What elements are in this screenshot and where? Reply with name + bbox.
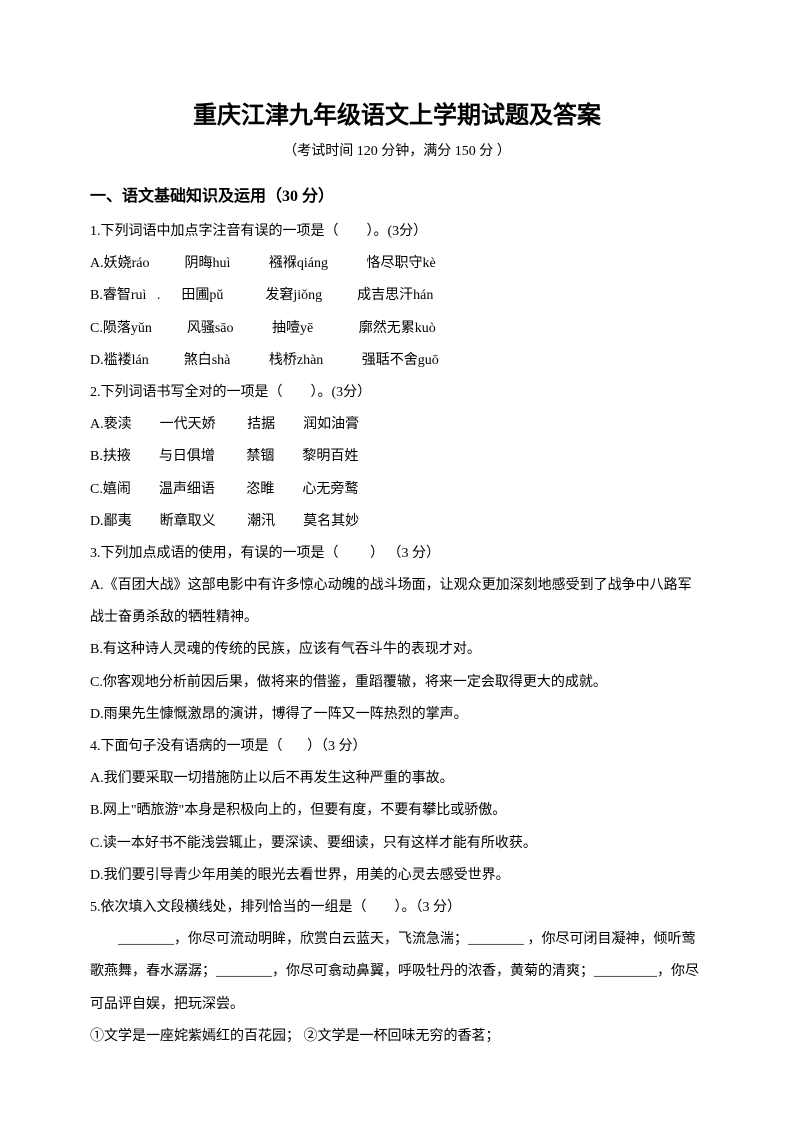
q3-option-d: D.雨果先生慷慨激昂的演讲，博得了一阵又一阵热烈的掌声。 xyxy=(90,699,704,731)
page-subtitle: （考试时间 120 分钟，满分 150 分 ） xyxy=(90,140,704,160)
q4-option-b: B.网上"晒旅游"本身是积极向上的，但要有度，不要有攀比或骄傲。 xyxy=(90,795,704,827)
q3-option-b: B.有这种诗人灵魂的传统的民族，应该有气吞斗牛的表现才对。 xyxy=(90,634,704,666)
section-heading-1: 一、语文基础知识及运用（30 分） xyxy=(90,182,704,206)
q4-option-c: C.读一本好书不能浅尝辄止，要深读、要细读，只有这样才能有所收获。 xyxy=(90,828,704,860)
q2-option-b: B.扶掖 与日俱增 禁锢 黎明百姓 xyxy=(90,441,704,473)
q5-body: ________，你尽可流动明眸，欣赏白云蓝天，飞流急湍；________ ，你… xyxy=(90,924,704,1021)
q2-option-d: D.鄙夷 断章取义 潮汛 莫名其妙 xyxy=(90,506,704,538)
q1-option-a: A.妖娆ráo 阴晦huì 襁褓qiáng 恪尽职守kè xyxy=(90,248,704,280)
q3-option-a: A.《百团大战》这部电影中有许多惊心动魄的战斗场面，让观众更加深刻地感受到了战争… xyxy=(90,570,704,634)
q3-stem: 3.下列加点成语的使用，有误的一项是（ ） （3 分） xyxy=(90,538,704,570)
q4-stem: 4.下面句子没有语病的一项是（ ）（3 分） xyxy=(90,731,704,763)
page-title: 重庆江津九年级语文上学期试题及答案 xyxy=(90,95,704,130)
q2-stem: 2.下列词语书写全对的一项是（ ）。(3分） xyxy=(90,377,704,409)
q5-options: ①文学是一座姹紫嫣红的百花园； ②文学是一杯回味无穷的香茗； xyxy=(90,1021,704,1053)
q2-option-c: C.嬉闹 温声细语 恣睢 心无旁鹜 xyxy=(90,474,704,506)
q3-option-c: C.你客观地分析前因后果，做将来的借鉴，重蹈覆辙，将来一定会取得更大的成就。 xyxy=(90,667,704,699)
exam-page: 重庆江津九年级语文上学期试题及答案 （考试时间 120 分钟，满分 150 分 … xyxy=(0,0,794,1123)
q1-option-b: B.睿智ruì . 田圃pǔ 发窘jiǒng 成吉思汗hán xyxy=(90,280,704,312)
q4-option-d: D.我们要引导青少年用美的眼光去看世界，用美的心灵去感受世界。 xyxy=(90,860,704,892)
q4-option-a: A.我们要采取一切措施防止以后不再发生这种严重的事故。 xyxy=(90,763,704,795)
q1-option-c: C.陨落yǔn 风骚sāo 抽噎yē 廓然无累kuò xyxy=(90,313,704,345)
q1-option-d: D.褴褛lán 煞白shà 栈桥zhàn 强聒不舍guō xyxy=(90,345,704,377)
q5-stem: 5.依次填入文段横线处，排列恰当的一组是（ ）。（3 分） xyxy=(90,892,704,924)
q2-option-a: A.亵渎 一代天娇 拮据 润如油膏 xyxy=(90,409,704,441)
q1-stem: 1.下列词语中加点字注音有误的一项是（ ）。(3分） xyxy=(90,216,704,248)
